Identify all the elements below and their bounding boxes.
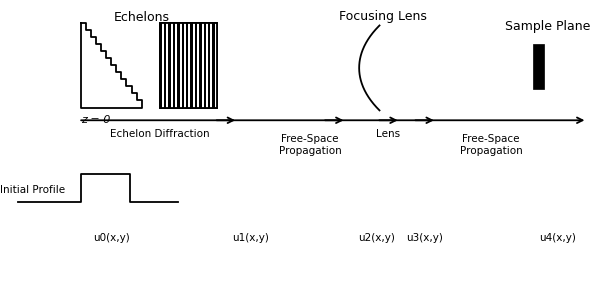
Polygon shape	[189, 23, 191, 108]
Text: Sample Plane: Sample Plane	[505, 20, 591, 33]
Text: Echelons: Echelons	[113, 11, 169, 24]
Text: Echelon Diffraction: Echelon Diffraction	[110, 129, 209, 139]
Text: Lens: Lens	[376, 129, 400, 139]
Text: u2(x,y): u2(x,y)	[358, 233, 396, 243]
Text: Free-Space
Propagation: Free-Space Propagation	[459, 134, 522, 156]
Polygon shape	[210, 23, 212, 108]
Text: Initial Profile: Initial Profile	[0, 185, 65, 195]
Polygon shape	[160, 23, 217, 108]
Text: z = 0: z = 0	[81, 115, 111, 125]
Polygon shape	[197, 23, 199, 108]
Polygon shape	[180, 23, 182, 108]
Polygon shape	[166, 23, 168, 108]
Text: u1(x,y): u1(x,y)	[232, 233, 269, 243]
Polygon shape	[533, 44, 544, 89]
Text: u3(x,y): u3(x,y)	[406, 233, 443, 243]
Text: u0(x,y): u0(x,y)	[93, 233, 130, 243]
Polygon shape	[215, 23, 217, 108]
Polygon shape	[201, 23, 204, 108]
Polygon shape	[184, 23, 186, 108]
Polygon shape	[193, 23, 195, 108]
Text: u4(x,y): u4(x,y)	[539, 233, 576, 243]
Polygon shape	[171, 23, 173, 108]
Text: Free-Space
Propagation: Free-Space Propagation	[279, 134, 341, 156]
Polygon shape	[162, 23, 164, 108]
Polygon shape	[175, 23, 177, 108]
Polygon shape	[206, 23, 208, 108]
Text: Focusing Lens: Focusing Lens	[338, 10, 426, 23]
